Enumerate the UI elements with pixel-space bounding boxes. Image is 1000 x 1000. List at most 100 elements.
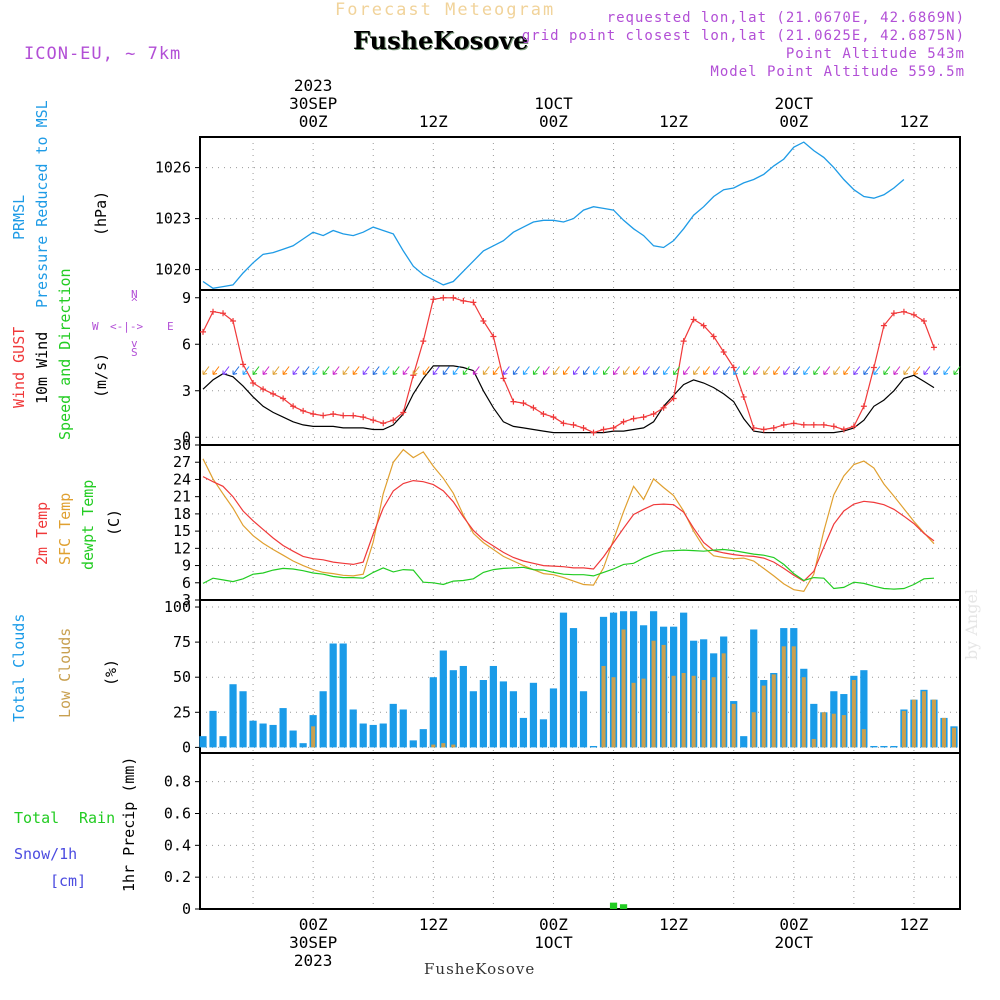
- total-cloud-bar: [499, 681, 508, 748]
- wind-direction-arrow: [262, 366, 270, 375]
- compass-s: S: [131, 346, 138, 359]
- top-axis-hour: 00Z: [539, 112, 568, 131]
- total-cloud-bar: [239, 691, 247, 748]
- gust-marker: [610, 424, 617, 431]
- bottom-axis-date: 2OCT: [775, 933, 814, 952]
- y-tick-label: 6: [182, 335, 191, 353]
- total-cloud-bar: [629, 611, 638, 748]
- y-tick-label: 15: [173, 522, 191, 540]
- low-cloud-bar: [851, 680, 856, 748]
- total-cloud-bar: [299, 743, 307, 748]
- gust-marker: [580, 424, 587, 431]
- gust-marker: [850, 423, 857, 430]
- low-cloud-bar: [611, 677, 616, 748]
- gust-marker: [310, 411, 317, 417]
- pressure-line: [202, 141, 905, 289]
- low-cloud-bar: [721, 653, 726, 748]
- wind-direction-arrow: [272, 366, 280, 375]
- y-tick-label: 0.6: [164, 804, 191, 822]
- wind-direction-arrow: [773, 366, 781, 375]
- y-tick-label: 6: [182, 574, 191, 592]
- wind-direction-arrow: [883, 366, 891, 375]
- wind-direction-arrow: [673, 366, 681, 375]
- total-cloud-bar: [369, 724, 377, 748]
- gust-marker: [290, 403, 297, 410]
- total-cloud-bar: [289, 730, 297, 748]
- low-cloud-bar: [451, 744, 456, 748]
- wind-direction-arrow: [222, 366, 230, 375]
- total-cloud-bar: [579, 691, 588, 748]
- location-title: FusheKosove: [353, 26, 529, 55]
- total-cloud-bar: [409, 740, 417, 748]
- y-tick-label: 75: [173, 633, 191, 651]
- y-tick-label: 0.8: [164, 773, 191, 791]
- wind-direction-arrow: [803, 366, 811, 375]
- gust-marker: [900, 308, 907, 315]
- wind-direction-arrow: [342, 366, 350, 375]
- low-cloud-bar: [791, 646, 796, 748]
- total-cloud-bar: [419, 729, 427, 748]
- total-cloud-bar: [870, 745, 878, 748]
- total-cloud-bar: [379, 723, 387, 748]
- gust-marker: [920, 318, 927, 324]
- dewpt-line: [202, 548, 935, 590]
- y-tick-label: 9: [182, 289, 191, 307]
- low-cloud-bar: [911, 699, 916, 748]
- wind-direction-arrow: [542, 366, 550, 375]
- low-cloud-bar: [811, 738, 816, 748]
- total-cloud-bar: [439, 650, 447, 748]
- wind-direction-arrow: [502, 366, 510, 375]
- low-cloud-bar: [801, 677, 806, 748]
- gust-marker: [370, 417, 377, 424]
- gust-marker: [800, 421, 807, 428]
- rain-bar: [609, 902, 618, 909]
- wind-direction-arrow: [593, 366, 600, 375]
- gust-marker: [250, 380, 257, 386]
- low-cloud-bar: [631, 682, 636, 748]
- total-cloud-bar: [259, 723, 267, 748]
- total-cloud-bar: [489, 665, 497, 748]
- low-cloud-bar: [921, 691, 926, 748]
- gust-marker: [270, 390, 277, 397]
- wind-direction-arrow: [432, 366, 440, 375]
- gust-marker: [480, 318, 487, 324]
- bottom-axis-hour: 12Z: [419, 915, 448, 934]
- gust-marker: [340, 412, 347, 419]
- wind-direction-arrow: [212, 366, 220, 375]
- wind-direction-arrow: [552, 366, 560, 375]
- gust-marker: [430, 296, 437, 303]
- total-cloud-bar: [269, 724, 277, 748]
- y-tick-label: 50: [173, 668, 191, 686]
- low-cloud-bar: [941, 717, 946, 748]
- requested-point: requested lon,lat (21.0670E, 42.6869N): [606, 10, 965, 26]
- top-axis-date: 30SEP: [289, 94, 337, 113]
- wind-direction-arrow: [452, 366, 460, 375]
- top-axis-hour: 12Z: [899, 112, 928, 131]
- total-cloud-bar: [339, 643, 347, 748]
- wind-direction-arrow: [743, 366, 751, 375]
- wind-direction-arrow: [372, 366, 380, 375]
- wind-direction-arrow: [733, 366, 741, 375]
- y-tick-label: 0.4: [164, 836, 191, 854]
- y-tick-label: 25: [173, 703, 191, 721]
- gust-marker: [830, 423, 837, 430]
- precip-cm-label: [cm]: [50, 872, 87, 890]
- low-cloud-bar: [701, 680, 706, 748]
- total-cloud-bar: [249, 720, 257, 748]
- low-cloud-bar: [781, 646, 786, 748]
- low-cloud-bar: [691, 675, 696, 748]
- y-tick-label: 1020: [155, 261, 191, 279]
- y-tick-label: 21: [173, 488, 191, 506]
- gust-marker: [260, 386, 267, 393]
- low-cloud-bar: [861, 729, 866, 748]
- y-tick-label: 3: [182, 591, 191, 609]
- wind-direction-arrow: [613, 366, 620, 375]
- gust-marker: [760, 426, 767, 433]
- gust-marker: [680, 338, 687, 345]
- compass-n: N: [131, 288, 138, 301]
- gust-marker: [620, 418, 627, 425]
- gust-marker: [750, 424, 757, 431]
- gust-marker: [210, 308, 217, 315]
- gust-marker: [400, 409, 407, 416]
